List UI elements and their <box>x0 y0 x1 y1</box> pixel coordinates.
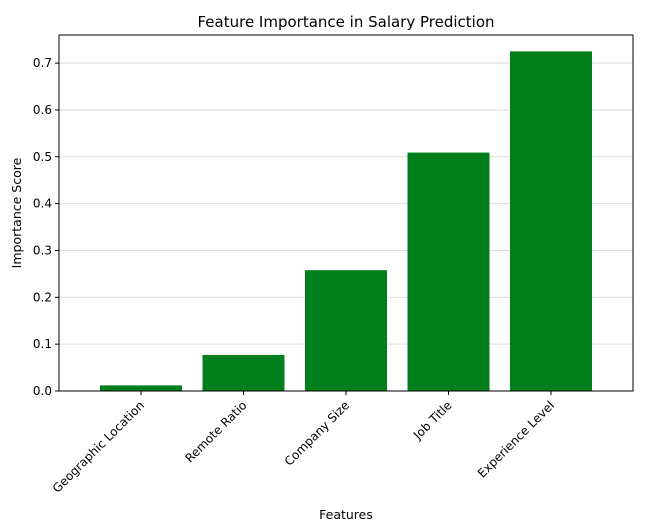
bar <box>305 270 387 391</box>
bars <box>100 51 592 391</box>
y-tick-label: 0.2 <box>33 290 52 304</box>
x-axis-label: Features <box>319 507 373 522</box>
x-tick-label: Job Title <box>410 398 455 443</box>
y-tick-label: 0.5 <box>33 150 52 164</box>
x-tick-label: Experience Level <box>475 398 557 480</box>
x-tick-label: Company Size <box>282 398 352 468</box>
bar <box>510 51 592 391</box>
grid-lines <box>59 62 633 345</box>
y-tick-label: 0.6 <box>33 103 52 117</box>
y-tick-label: 0.4 <box>33 197 52 211</box>
y-axis-label: Importance Score <box>9 157 24 268</box>
y-tick-label: 0.1 <box>33 337 52 351</box>
bar <box>202 354 285 391</box>
bar <box>100 385 182 391</box>
y-tick-label: 0.3 <box>33 243 52 257</box>
x-axis-ticks: Geographic Location Remote Ratio Company S… <box>50 391 557 496</box>
x-tick-label: Remote Ratio <box>182 398 249 465</box>
bar <box>407 152 490 391</box>
y-tick-label: 0.0 <box>33 384 52 398</box>
x-tick-label: Geographic Location <box>50 398 147 495</box>
y-axis-ticks: 0.0 0.1 0.2 0.3 0.4 0.5 0.6 0.7 <box>33 56 59 398</box>
y-tick-label: 0.7 <box>33 56 52 70</box>
chart-title: Feature Importance in Salary Prediction <box>197 13 494 31</box>
